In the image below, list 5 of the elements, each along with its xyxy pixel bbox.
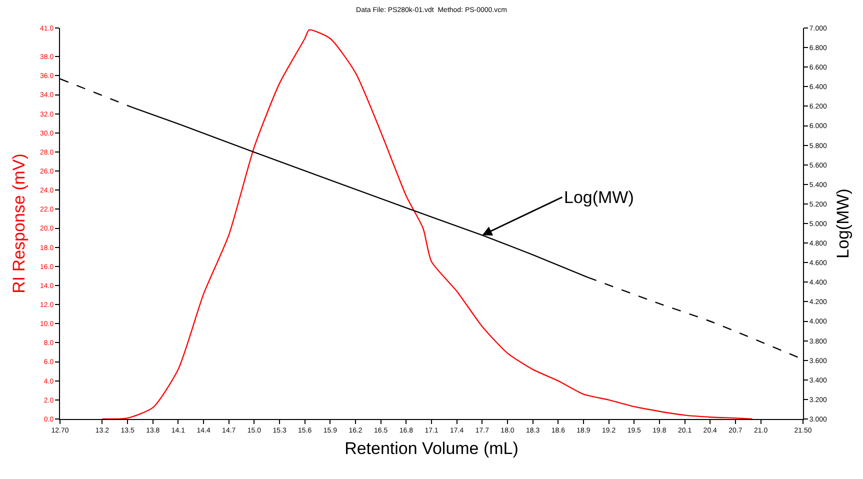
line-series: [102, 29, 753, 419]
y2-axis-title: Log(MW): [833, 188, 852, 258]
y-axis-title: RI Response (mV): [10, 154, 29, 294]
text: Log(MW): [564, 188, 634, 207]
x-axis-title: Retention Volume (mL): [344, 438, 518, 458]
